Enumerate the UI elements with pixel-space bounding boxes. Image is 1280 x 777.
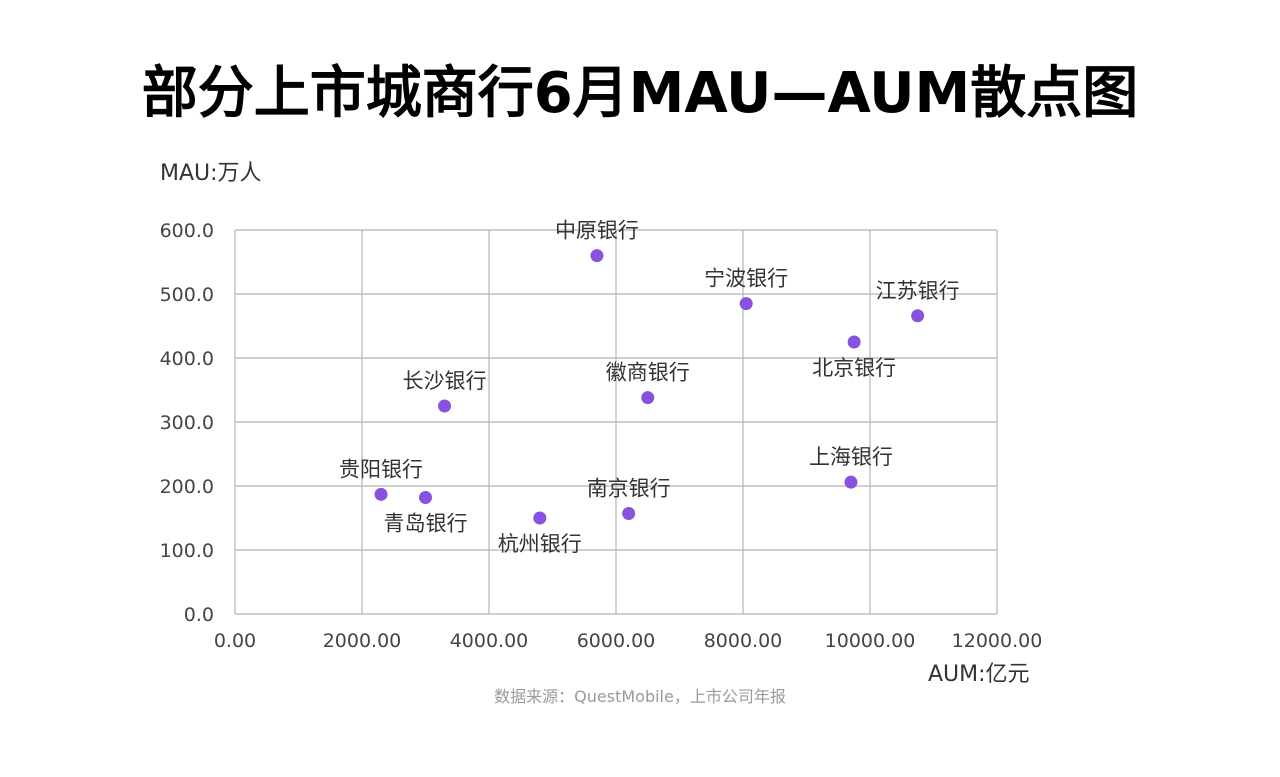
data-point-label: 青岛银行 bbox=[384, 512, 468, 536]
source-note: 数据来源：QuestMobile，上市公司年报 bbox=[494, 687, 786, 706]
data-point-label: 长沙银行 bbox=[403, 369, 487, 393]
y-tick-label: 300.0 bbox=[160, 412, 214, 434]
x-tick-label: 8000.00 bbox=[704, 630, 783, 652]
data-point-label: 北京银行 bbox=[812, 356, 896, 380]
x-tick-label: 10000.00 bbox=[825, 630, 916, 652]
y-tick-label: 500.0 bbox=[160, 284, 214, 306]
y-tick-label: 400.0 bbox=[160, 348, 214, 370]
data-point bbox=[641, 391, 655, 405]
x-tick-label: 6000.00 bbox=[577, 630, 656, 652]
x-tick-label: 2000.00 bbox=[323, 630, 402, 652]
data-point bbox=[739, 297, 753, 311]
data-point-label: 贵阳银行 bbox=[339, 457, 423, 481]
data-point-label: 宁波银行 bbox=[704, 267, 788, 291]
y-axis-label: MAU:万人 bbox=[160, 161, 262, 186]
x-tick-label: 4000.00 bbox=[450, 630, 529, 652]
data-point bbox=[533, 511, 547, 525]
data-point bbox=[844, 475, 858, 489]
data-point-label: 杭州银行 bbox=[498, 532, 582, 556]
grid bbox=[234, 229, 998, 615]
data-point bbox=[847, 335, 861, 349]
y-tick-label: 100.0 bbox=[160, 540, 214, 562]
y-tick-label: 200.0 bbox=[160, 476, 214, 498]
y-tick-label: 0.0 bbox=[184, 604, 214, 626]
data-point-label: 中原银行 bbox=[555, 219, 639, 243]
chart-title: 部分上市城商行6月MAU—AUM散点图 bbox=[141, 61, 1139, 126]
data-point bbox=[622, 507, 636, 521]
data-point-label: 上海银行 bbox=[809, 445, 893, 469]
x-tick-label: 0.00 bbox=[214, 630, 256, 652]
data-point bbox=[419, 491, 432, 505]
data-point bbox=[590, 249, 604, 263]
data-point-label: 南京银行 bbox=[587, 477, 671, 501]
axis-ticks: 0.00 2000.00 4000.00 6000.00 8000.00 10000.00… bbox=[160, 220, 1043, 652]
x-tick-label: 12000.00 bbox=[952, 630, 1043, 652]
x-axis-label: AUM:亿元 bbox=[928, 662, 1030, 687]
data-point bbox=[374, 487, 388, 501]
y-tick-label: 600.0 bbox=[160, 220, 214, 242]
data-points bbox=[374, 249, 925, 525]
data-point-label: 江苏银行 bbox=[876, 279, 960, 303]
data-point-label: 徽商银行 bbox=[606, 361, 690, 385]
data-point bbox=[911, 309, 925, 323]
data-point bbox=[438, 399, 452, 413]
